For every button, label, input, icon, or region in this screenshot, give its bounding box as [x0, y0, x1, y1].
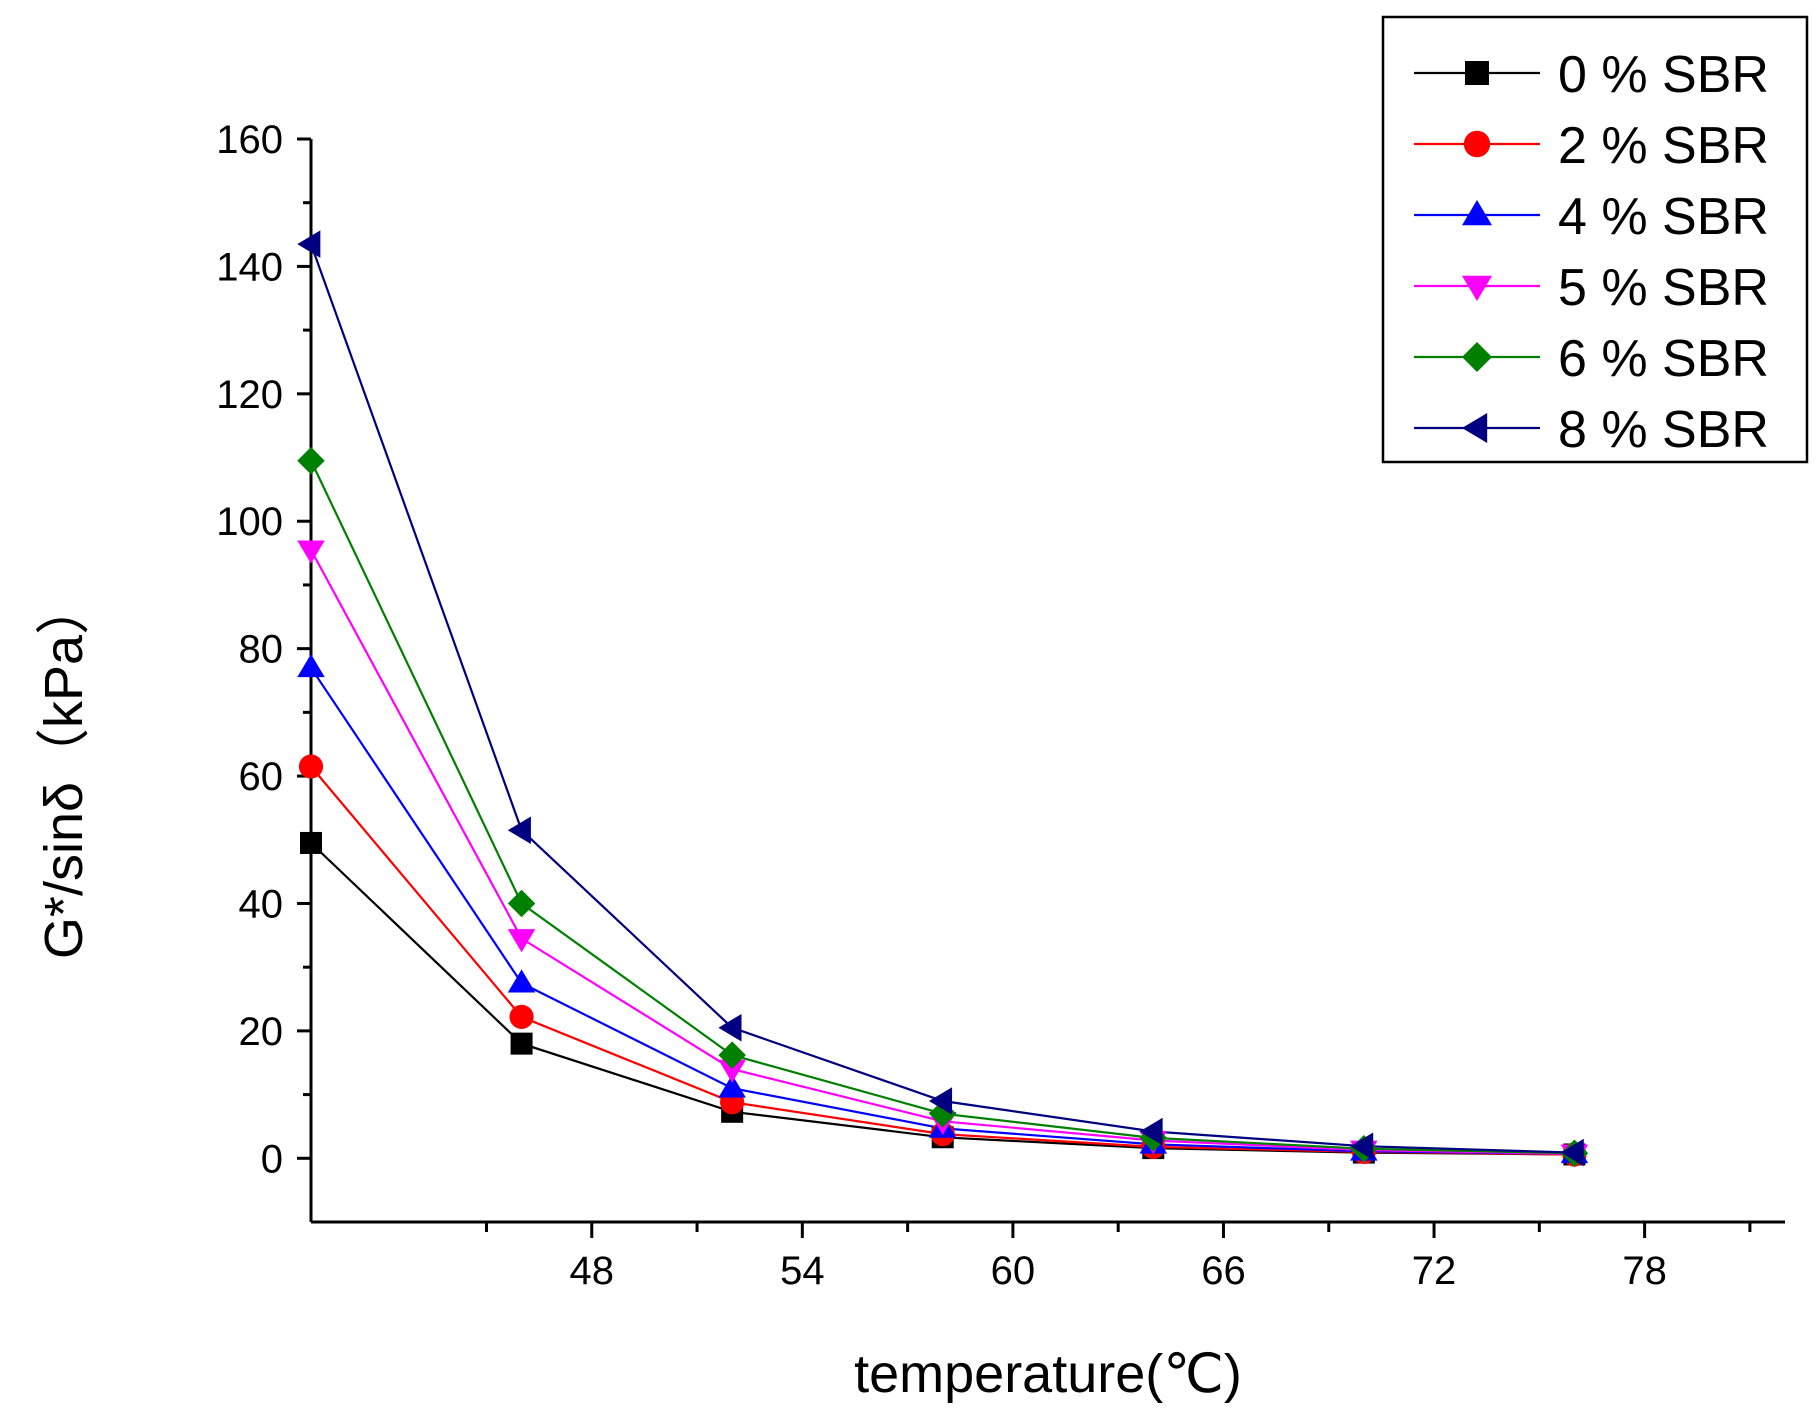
series-layer — [297, 230, 1589, 1168]
x-tick-label: 60 — [991, 1249, 1036, 1293]
series-1-point — [298, 754, 324, 779]
legend: 0 % SBR 2 % SBR 4 % SBR 5 % SBR 6 % SBR 8 % S… — [1381, 15, 1809, 464]
y-tick-label: 20 — [239, 1010, 284, 1054]
series-4-point — [297, 446, 325, 475]
series-3-point — [718, 1059, 746, 1083]
series-4-point — [507, 889, 536, 918]
legend-marker-5 — [1462, 413, 1488, 443]
series-2-point — [507, 969, 536, 993]
y-tick-label: 40 — [239, 882, 284, 926]
series-5-point — [1139, 1117, 1163, 1146]
series-1-point — [509, 1004, 534, 1029]
y-axis-title: G*/sinδ（kPa） — [34, 581, 94, 959]
series-0-point — [510, 1032, 533, 1055]
legend-marker-0 — [1465, 61, 1489, 85]
legend-label-1: 2 % SBR — [1558, 117, 1769, 175]
legend-marker-2 — [1462, 200, 1492, 226]
series-5-point — [1350, 1132, 1374, 1160]
series-5-point — [1560, 1138, 1584, 1167]
legend-marker-1 — [1463, 130, 1491, 158]
y-tick-label: 0 — [261, 1137, 283, 1181]
y-tick-label: 140 — [216, 245, 283, 289]
legend-marker-4 — [1462, 342, 1492, 372]
x-tick-label: 72 — [1412, 1249, 1457, 1293]
x-tick-label: 78 — [1622, 1249, 1667, 1293]
legend-label-2: 4 % SBR — [1558, 188, 1769, 246]
series-3-point — [297, 540, 325, 564]
y-tick-label: 160 — [216, 118, 283, 162]
series-2-point — [718, 1074, 746, 1098]
series-3-point — [507, 929, 536, 953]
x-tick-label: 54 — [780, 1249, 825, 1293]
legend-label-5: 8 % SBR — [1558, 401, 1769, 459]
legend-label-3: 5 % SBR — [1558, 259, 1769, 317]
legend-label-0: 0 % SBR — [1558, 46, 1769, 104]
series-5-point — [297, 230, 321, 258]
legend-box — [1381, 15, 1809, 464]
legend-marker-3 — [1462, 275, 1492, 301]
series-5-point — [928, 1087, 953, 1115]
y-tick-label: 80 — [239, 628, 284, 672]
y-tick-label: 60 — [239, 755, 284, 799]
axes: 0 20 40 60 80 100 120 140 160 48 54 60 66 72 78 — [216, 118, 1785, 1293]
x-axis-title: temperature(℃) — [854, 1344, 1242, 1404]
series-4-point — [718, 1041, 746, 1069]
series-5-point — [718, 1013, 742, 1042]
x-tick-label: 66 — [1201, 1249, 1246, 1293]
x-tick-label: 48 — [570, 1249, 615, 1293]
series-0-point — [300, 831, 322, 854]
y-tick-label: 100 — [216, 500, 283, 544]
series-2-point — [297, 654, 325, 678]
series-5-point — [507, 816, 531, 844]
legend-label-4: 6 % SBR — [1558, 330, 1769, 388]
y-tick-label: 120 — [216, 373, 283, 417]
